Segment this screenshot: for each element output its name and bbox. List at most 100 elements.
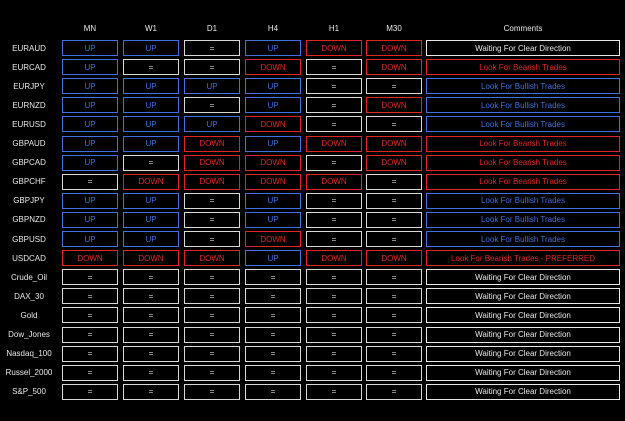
signal-cell: DOWN (123, 173, 179, 190)
signal-cell: = (123, 288, 179, 305)
signal-cell: DOWN (245, 116, 301, 133)
signal-cell: = (366, 78, 422, 95)
signal-cell: = (306, 192, 362, 209)
signal-cell: UP (123, 97, 179, 114)
signal-cell: = (306, 97, 362, 114)
signal-cell: = (366, 383, 422, 400)
signal-cell: UP (123, 116, 179, 133)
signal-cell: = (306, 59, 362, 76)
signal-cell: DOWN (306, 40, 362, 56)
signal-cell: DOWN (366, 135, 422, 152)
comment-cell: Waiting For Clear Direction (426, 345, 620, 362)
signal-cell: = (184, 97, 240, 114)
column-header: Comments (503, 23, 543, 33)
signal-cell: UP (245, 211, 301, 228)
signal-cell: DOWN (366, 97, 422, 114)
signal-cell: UP (245, 135, 301, 152)
symbol-label: Gold (20, 310, 38, 320)
signal-cell: DOWN (366, 40, 422, 56)
signal-cell: UP (245, 40, 301, 56)
signal-cell: = (245, 307, 301, 324)
signal-cell: UP (62, 59, 118, 76)
symbol-label: EURJPY (13, 81, 45, 91)
comment-cell: Look For Bullish Trades (426, 192, 620, 209)
comment-cell: Waiting For Clear Direction (426, 288, 620, 305)
comment-cell: Look For Bullish Trades (426, 231, 620, 247)
signal-cell: = (123, 326, 179, 343)
symbol-label: GBPCHF (12, 177, 46, 187)
symbol-label: Crude_Oil (10, 272, 47, 282)
column-header: MN (83, 23, 97, 33)
signal-cell: UP (62, 192, 118, 209)
comment-cell: Look For Bullish Trades (426, 78, 620, 95)
signal-cell: DOWN (245, 173, 301, 190)
signal-cell: = (306, 269, 362, 286)
comment-cell: Waiting For Clear Direction (426, 269, 620, 286)
symbol-label: EURCAD (12, 62, 46, 72)
signal-cell: = (184, 383, 240, 400)
comment-cell: Look For Bearish Trades (426, 59, 620, 76)
signal-cell: = (123, 307, 179, 324)
signal-cell: = (366, 173, 422, 190)
signal-cell: = (366, 116, 422, 133)
symbol-label: GBPCAD (12, 158, 46, 168)
signal-cell: = (366, 192, 422, 209)
signal-cell: = (306, 364, 362, 381)
signal-cell: UP (184, 116, 240, 133)
signal-cell: = (306, 383, 362, 400)
signal-cell: UP (62, 154, 118, 171)
signal-cell: UP (184, 78, 240, 95)
signal-cell: = (184, 192, 240, 209)
comment-cell: Waiting For Clear Direction (426, 383, 620, 400)
comment-cell: Waiting For Clear Direction (426, 40, 620, 56)
signal-cell: DOWN (245, 59, 301, 76)
signal-cell: = (184, 364, 240, 381)
signal-cell: DOWN (306, 135, 362, 152)
signal-cell: DOWN (366, 59, 422, 76)
signal-cell: = (306, 345, 362, 362)
column-header: H4 (267, 23, 279, 33)
signal-cell: = (306, 154, 362, 171)
comment-cell: Waiting For Clear Direction (426, 307, 620, 324)
signal-cell: = (306, 326, 362, 343)
signal-cell: = (62, 326, 118, 343)
signal-cell: UP (123, 40, 179, 56)
comment-cell: Look For Bullish Trades (426, 97, 620, 114)
column-header: H1 (328, 23, 340, 33)
signal-cell: DOWN (184, 173, 240, 190)
column-header: M30 (386, 23, 402, 33)
signal-cell: DOWN (184, 135, 240, 152)
signal-cell: = (306, 116, 362, 133)
signal-cell: = (306, 307, 362, 324)
signal-cell: = (123, 154, 179, 171)
signal-cell: = (245, 288, 301, 305)
signal-cell: UP (123, 78, 179, 95)
signal-cell: UP (123, 135, 179, 152)
signal-cell: = (245, 383, 301, 400)
signal-cell: = (62, 307, 118, 324)
signal-cell: DOWN (306, 173, 362, 190)
signal-cell: UP (123, 231, 179, 247)
signal-cell: DOWN (366, 154, 422, 171)
signal-cell: DOWN (245, 231, 301, 247)
signal-cell: = (62, 173, 118, 190)
comment-cell: Look For Bearish Trades - PREFERRED (426, 250, 620, 267)
symbol-label: Dow_Jones (8, 330, 50, 339)
signal-cell: = (123, 269, 179, 286)
signal-cell: UP (62, 231, 118, 247)
signal-cell: UP (62, 78, 118, 95)
symbol-label: USDCAD (12, 253, 46, 263)
signal-cell: UP (123, 211, 179, 228)
symbol-label: GBPUSD (12, 234, 46, 244)
signal-cell: DOWN (62, 250, 118, 267)
symbol-label: EURAUD (12, 43, 46, 53)
signal-cell: = (123, 383, 179, 400)
signal-cell: = (62, 345, 118, 362)
signal-cell: = (62, 269, 118, 286)
signal-cell: UP (62, 97, 118, 114)
signal-cell: UP (245, 78, 301, 95)
signal-cell: DOWN (184, 154, 240, 171)
signal-cell: DOWN (366, 250, 422, 267)
comment-cell: Look For Bearish Trades (426, 154, 620, 171)
